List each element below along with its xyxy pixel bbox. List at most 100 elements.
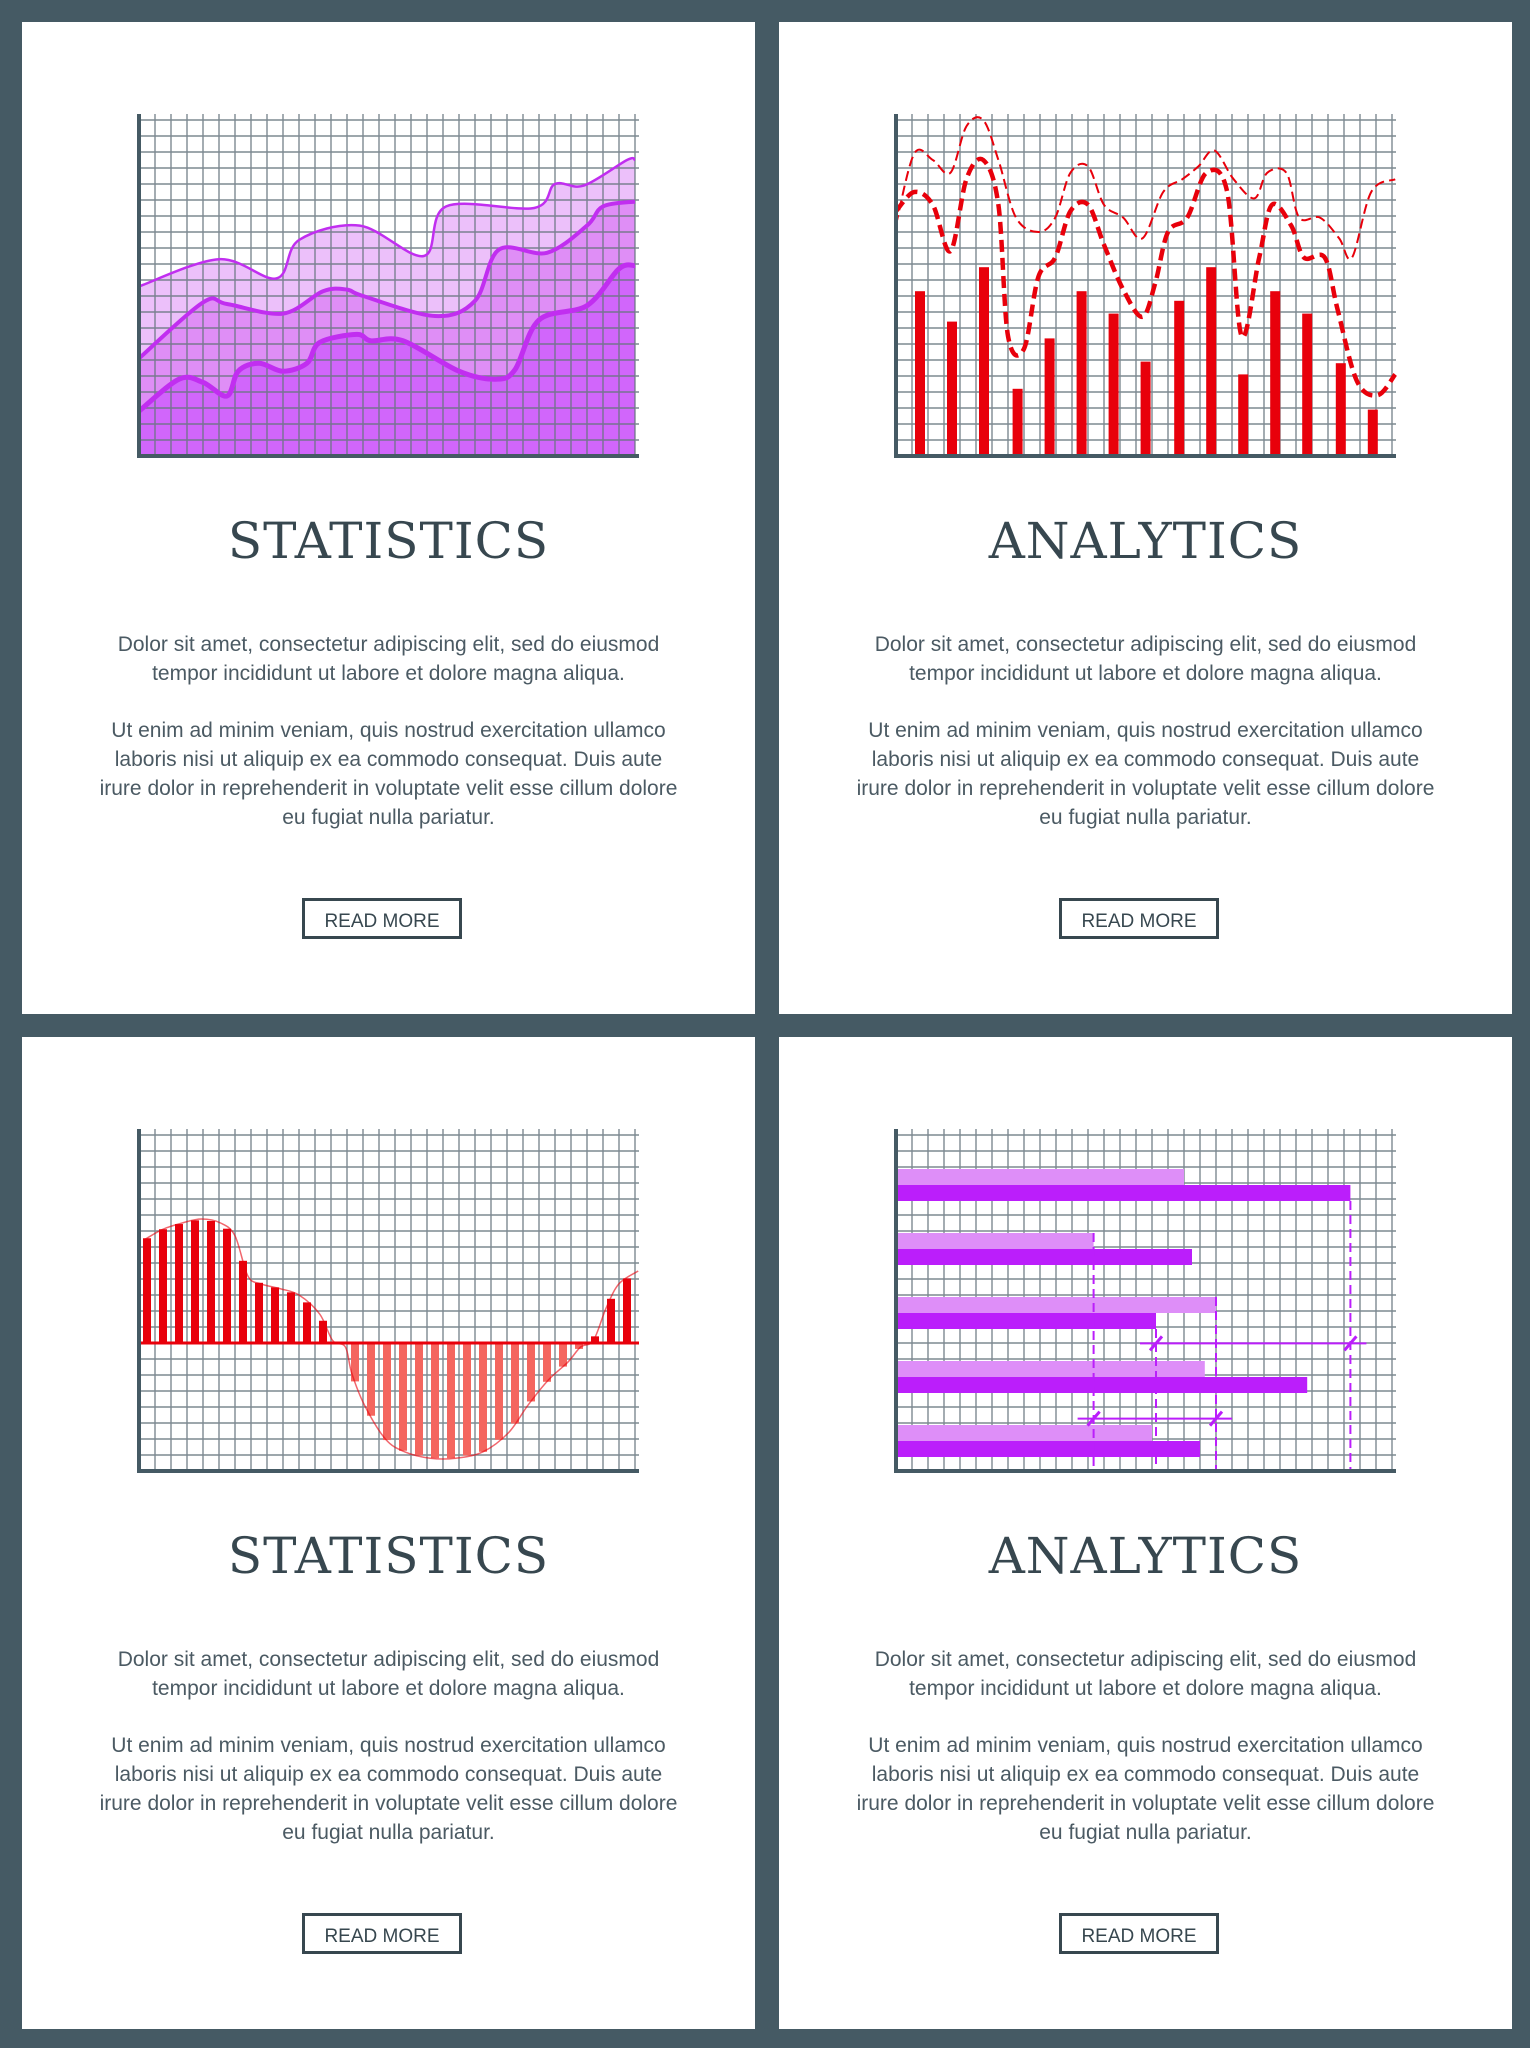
text-line: eu fugiat nulla pariatur.	[282, 1821, 495, 1844]
read-more-button[interactable]: READ MORE	[302, 898, 462, 939]
grid	[139, 114, 639, 456]
chart-oscillation-bars	[137, 1129, 639, 1473]
bar	[159, 1229, 167, 1343]
bar-light	[896, 1361, 1205, 1377]
dashed-line-thin	[895, 116, 1396, 261]
read-more-button[interactable]: READ MORE	[1059, 1913, 1219, 1954]
text-line: irure dolor in reprehenderit in voluptat…	[99, 1792, 678, 1815]
bar	[623, 1278, 631, 1343]
text-line: tempor incididunt ut labore et dolore ma…	[152, 662, 625, 685]
card-paragraph-2: Ut enim ad minim veniam, quis nostrud ex…	[22, 716, 755, 832]
chart-horizontal-bars	[894, 1129, 1396, 1473]
bar	[1140, 361, 1151, 456]
card-paragraph-1: Dolor sit amet, consectetur adipiscing e…	[22, 1645, 755, 1703]
bar	[383, 1343, 391, 1441]
bar	[175, 1224, 183, 1343]
card-title: ANALYTICS	[988, 512, 1303, 570]
bar	[1012, 388, 1023, 456]
card-statistics-2: STATISTICS Dolor sit amet, consectetur a…	[22, 1037, 755, 2029]
card-title: ANALYTICS	[988, 1527, 1303, 1585]
bar	[1302, 313, 1313, 456]
text-line: eu fugiat nulla pariatur.	[1039, 806, 1252, 829]
text-line: laboris nisi ut aliquip ex ea commodo co…	[871, 1763, 1420, 1786]
dashed-line-thick	[894, 156, 1398, 398]
bar	[271, 1287, 279, 1343]
text-line: irure dolor in reprehenderit in voluptat…	[99, 777, 678, 800]
bar	[591, 1336, 599, 1343]
card-analytics-1: ANALYTICS Dolor sit amet, consectetur ad…	[779, 22, 1512, 1014]
bar	[431, 1343, 439, 1459]
bar	[207, 1221, 215, 1343]
bar-dark	[896, 1377, 1308, 1393]
bar	[1044, 338, 1055, 456]
bar	[351, 1343, 359, 1382]
bar-light	[896, 1169, 1184, 1185]
series-line-1	[138, 156, 636, 288]
bar-dark	[896, 1441, 1200, 1457]
bar	[255, 1282, 263, 1343]
measure-tick	[1208, 1410, 1224, 1427]
bar	[1206, 267, 1217, 456]
chart-bar-line	[894, 114, 1398, 458]
bar	[1270, 291, 1281, 456]
curve-outline	[143, 1218, 639, 1460]
text-line: tempor incididunt ut labore et dolore ma…	[152, 1677, 625, 1700]
bar	[1076, 291, 1087, 456]
bar	[463, 1343, 471, 1456]
text-line: Ut enim ad minim veniam, quis nostrud ex…	[111, 719, 666, 742]
card-paragraph-1: Dolor sit amet, consectetur adipiscing e…	[779, 1645, 1512, 1703]
card-paragraph-2: Ut enim ad minim veniam, quis nostrud ex…	[779, 1731, 1512, 1847]
bar	[979, 267, 989, 456]
bar	[239, 1260, 247, 1343]
card-statistics-1: STATISTICS Dolor sit amet, consectetur a…	[22, 22, 755, 1014]
text-line: irure dolor in reprehenderit in voluptat…	[856, 1792, 1435, 1815]
text-line: Ut enim ad minim veniam, quis nostrud ex…	[868, 1734, 1423, 1757]
text-line: Dolor sit amet, consectetur adipiscing e…	[117, 1648, 660, 1671]
text-line: laboris nisi ut aliquip ex ea commodo co…	[114, 1763, 663, 1786]
bar	[399, 1343, 407, 1451]
bar	[947, 321, 957, 456]
bar	[1335, 363, 1346, 456]
card-paragraph-1: Dolor sit amet, consectetur adipiscing e…	[22, 630, 755, 688]
bar	[915, 291, 925, 456]
bar-light	[896, 1233, 1094, 1249]
card-paragraph-2: Ut enim ad minim veniam, quis nostrud ex…	[22, 1731, 755, 1847]
series-line-3	[137, 262, 636, 414]
text-line: eu fugiat nulla pariatur.	[282, 806, 495, 829]
read-more-button[interactable]: READ MORE	[302, 1913, 462, 1954]
bar	[191, 1220, 199, 1343]
bar-light	[896, 1297, 1216, 1313]
bar	[319, 1320, 327, 1343]
text-line: laboris nisi ut aliquip ex ea commodo co…	[114, 748, 663, 771]
measure-tick	[1343, 1335, 1358, 1352]
bar	[1174, 300, 1185, 456]
bar	[607, 1298, 615, 1343]
bar	[415, 1343, 423, 1456]
bar	[223, 1228, 231, 1343]
bar-dark	[896, 1249, 1192, 1265]
text-line: Ut enim ad minim veniam, quis nostrud ex…	[111, 1734, 666, 1757]
bar	[527, 1343, 535, 1402]
text-line: irure dolor in reprehenderit in voluptat…	[856, 777, 1435, 800]
read-more-button[interactable]: READ MORE	[1059, 898, 1219, 939]
bar	[543, 1343, 551, 1382]
text-line: Dolor sit amet, consectetur adipiscing e…	[117, 633, 660, 656]
bar	[495, 1343, 503, 1440]
text-line: Dolor sit amet, consectetur adipiscing e…	[874, 633, 1417, 656]
card-title: STATISTICS	[227, 512, 550, 570]
bar-dark	[896, 1185, 1351, 1201]
bar	[1238, 374, 1249, 456]
card-title: STATISTICS	[227, 1527, 550, 1585]
text-line: Dolor sit amet, consectetur adipiscing e…	[874, 1648, 1417, 1671]
bar	[1367, 409, 1378, 456]
bar	[287, 1292, 295, 1343]
bar-light	[896, 1425, 1152, 1441]
bar	[511, 1343, 519, 1424]
text-line: Ut enim ad minim veniam, quis nostrud ex…	[868, 719, 1423, 742]
series-line-2	[137, 199, 636, 360]
bar	[1108, 313, 1119, 456]
bar-dark	[896, 1313, 1156, 1329]
bar	[479, 1343, 487, 1452]
bar	[367, 1343, 375, 1416]
bar	[559, 1343, 567, 1367]
